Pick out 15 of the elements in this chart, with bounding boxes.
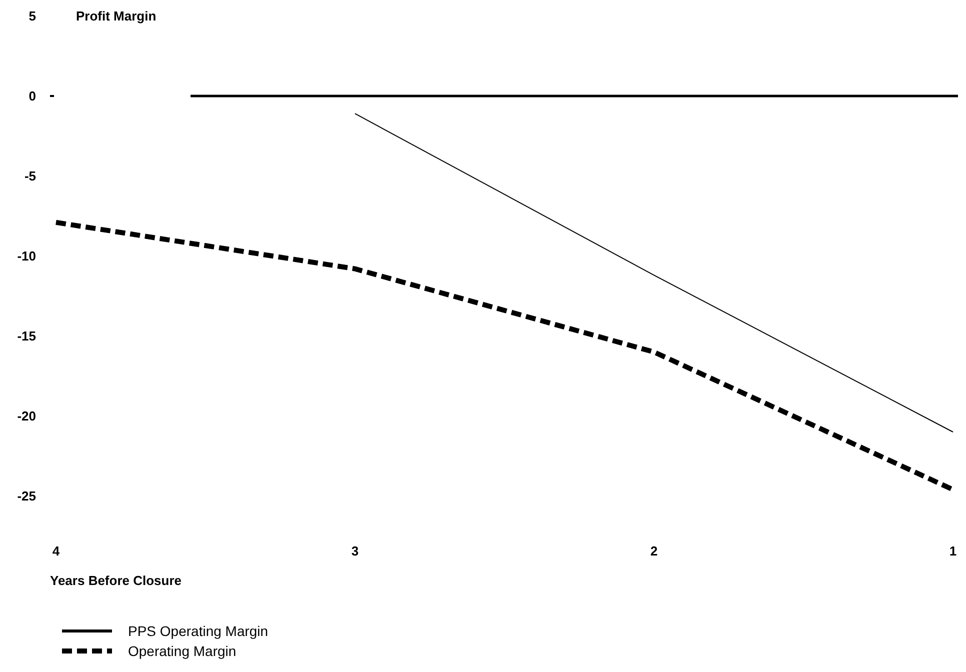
x-axis-title: Years Before Closure [50,573,182,588]
x-tick-label: 2 [650,544,658,559]
y-tick-label: -5 [24,168,36,184]
y-tick-label: -15 [17,328,36,344]
legend-label: PPS Operating Margin [128,622,268,639]
y-axis-title: Profit Margin [76,8,156,24]
x-tick-label: 3 [351,544,359,559]
y-tick-label: -10 [17,248,36,264]
y-tick-label: -25 [17,488,36,504]
legend-label: Operating Margin [128,642,236,659]
x-tick-label: 1 [949,544,957,559]
y-tick-label: 5 [28,8,36,24]
y-tick-label: -20 [17,408,36,424]
x-tick-label: 4 [52,544,60,559]
y-tick-label: 0 [28,88,36,104]
